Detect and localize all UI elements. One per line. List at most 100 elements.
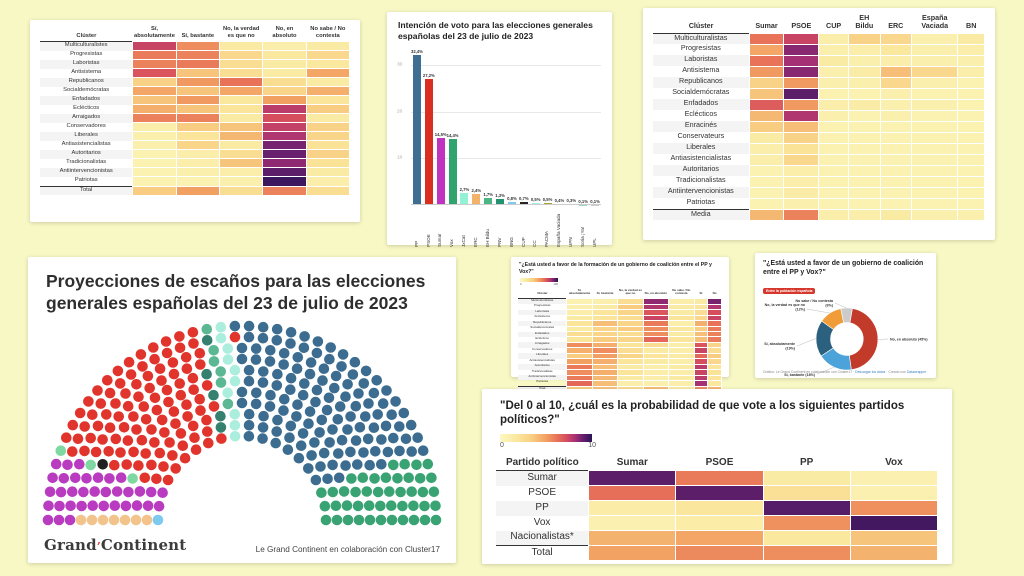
table-row-total: Total	[496, 545, 939, 562]
seat-psoe	[159, 426, 170, 438]
seat-pp	[243, 419, 255, 431]
bar-jxcat	[460, 192, 469, 206]
heatmap-header: Partido político Sumar PSOE PP Vox	[496, 457, 938, 471]
bar-value-label: 27,2%	[422, 73, 435, 79]
row-label: Enracinés	[653, 121, 750, 133]
seat-pp	[380, 420, 392, 431]
x-label-slot: ERC	[470, 207, 482, 248]
seat-psoe	[167, 356, 179, 368]
heat-cell	[879, 175, 913, 188]
heat-cell	[132, 77, 177, 88]
seat-pp	[316, 414, 328, 425]
row-label: Antiintervencionistas	[40, 167, 133, 177]
heat-cell	[132, 95, 177, 106]
column-header-vox: Vox	[885, 456, 903, 468]
column-header-s-bastante: Sí, bastante	[181, 32, 215, 39]
x-label-slot: España Vaciada	[554, 207, 566, 247]
seat-vox	[397, 514, 409, 526]
row-label: Antisistema	[534, 315, 550, 319]
heat-cell	[262, 104, 307, 115]
seat-pp	[324, 436, 335, 448]
row-label: Tradicionalistas	[531, 369, 553, 373]
seat-sumar	[89, 486, 100, 497]
logo-part1: Grand	[44, 536, 97, 554]
seat-vox	[346, 472, 357, 484]
seat-vox	[386, 500, 397, 511]
column-header-psoe: PSOE	[705, 456, 734, 468]
seat-upn	[229, 331, 241, 343]
seat-pp	[264, 355, 276, 367]
heat-cell	[818, 197, 850, 210]
seat-psoe	[101, 408, 112, 420]
table-row-conservadores: Conservadores	[40, 122, 351, 133]
table-row-laboristas: Laboristas	[40, 59, 351, 70]
heat-cell	[783, 120, 820, 133]
table-row-autoritarios: Autoritarios	[653, 164, 985, 177]
row-label: Progresistas	[70, 51, 103, 58]
heat-cell	[783, 175, 820, 188]
heat-cell	[783, 76, 820, 89]
datawrapper-link[interactable]: Datawrapper	[906, 370, 927, 374]
heat-cell	[911, 186, 959, 199]
heat-cell	[957, 186, 985, 199]
bar-chart-bars: 32,4% 27,2% 14,5% 14,4% 2,7% 2,4% 1,7% 1,3% 0,8%…	[411, 47, 601, 206]
seat-pp	[304, 368, 316, 380]
seat-pp	[376, 433, 387, 445]
seat-vox	[430, 514, 442, 526]
row-label: Sumar	[496, 470, 589, 486]
bar-value-label: 0,3%	[566, 198, 577, 204]
bar-slot-bng: 0,8%	[506, 47, 518, 206]
heat-cell	[957, 131, 985, 144]
seat-psoe	[85, 432, 96, 444]
heatmap-probabilidad-voto: Partido político Sumar PSOE PP Vox Sumar PSOE P…	[496, 457, 939, 562]
seat-pp	[272, 368, 283, 380]
seat-pp	[257, 321, 269, 333]
heatmap-header: Clúster Sí, absolutamente Sí, bastante No, …	[40, 26, 350, 42]
slice-label-s-absolutamente: Sí, absolutamente (19%)	[764, 342, 796, 351]
heat-cell	[218, 176, 264, 187]
seat-psoe	[97, 433, 108, 445]
seat-vox	[388, 459, 399, 470]
x-label-slot: Vox	[447, 207, 459, 248]
heat-cell	[175, 113, 221, 124]
bar-value-label: 0,7%	[519, 196, 529, 202]
seat-pp	[347, 368, 359, 380]
heat-cell	[762, 530, 851, 547]
row-label: PP	[496, 500, 589, 516]
heat-cell	[848, 197, 881, 210]
seat-psoe	[110, 397, 121, 409]
bar-value-label: 1,7%	[483, 191, 493, 197]
table-row-autoritarios: Autoritarios	[40, 149, 351, 160]
seat-pp	[406, 446, 418, 457]
seat-pp	[318, 447, 330, 459]
color-scale-legend: 0 10	[500, 433, 938, 449]
heat-cell	[748, 109, 785, 122]
seat-pp	[229, 320, 241, 332]
seat-pp	[271, 379, 283, 391]
heat-cell	[262, 113, 307, 124]
seat-vox	[408, 500, 419, 511]
seat-psoe	[136, 434, 148, 446]
table-row-liberales: Liberales	[40, 131, 351, 142]
heat-cell	[879, 65, 913, 78]
seat-pp	[362, 433, 374, 444]
heatmap-table: Clúster Sumar PSOE CUP EH Bildu ERC España Vac…	[653, 13, 985, 221]
seat-erc	[108, 514, 120, 526]
heat-cell	[818, 175, 850, 188]
table-row-antiintervencionistas: Antiintervencionistas	[40, 167, 351, 178]
heat-cell	[848, 54, 881, 67]
row-label: Autoritarios	[40, 149, 133, 159]
heat-cell	[879, 164, 913, 177]
seat-espa-a-vaciada	[55, 445, 67, 456]
heat-cell	[911, 164, 959, 177]
seat-vox	[419, 514, 431, 526]
row-label: Enfadados	[518, 331, 567, 337]
column-header-no-la-verdad-es-que-no: No, la verdad es que no	[618, 288, 642, 296]
seat-vox	[399, 458, 411, 470]
seat-pp	[265, 389, 276, 401]
column-header-s: Sí	[699, 291, 703, 296]
download-data-link[interactable]: Descargar los datos	[855, 370, 886, 374]
heat-cell	[748, 65, 785, 78]
heat-cell	[848, 120, 881, 133]
donut-chart: No, en absoluto (45%) Sí, bastante (18%) S…	[764, 299, 928, 377]
